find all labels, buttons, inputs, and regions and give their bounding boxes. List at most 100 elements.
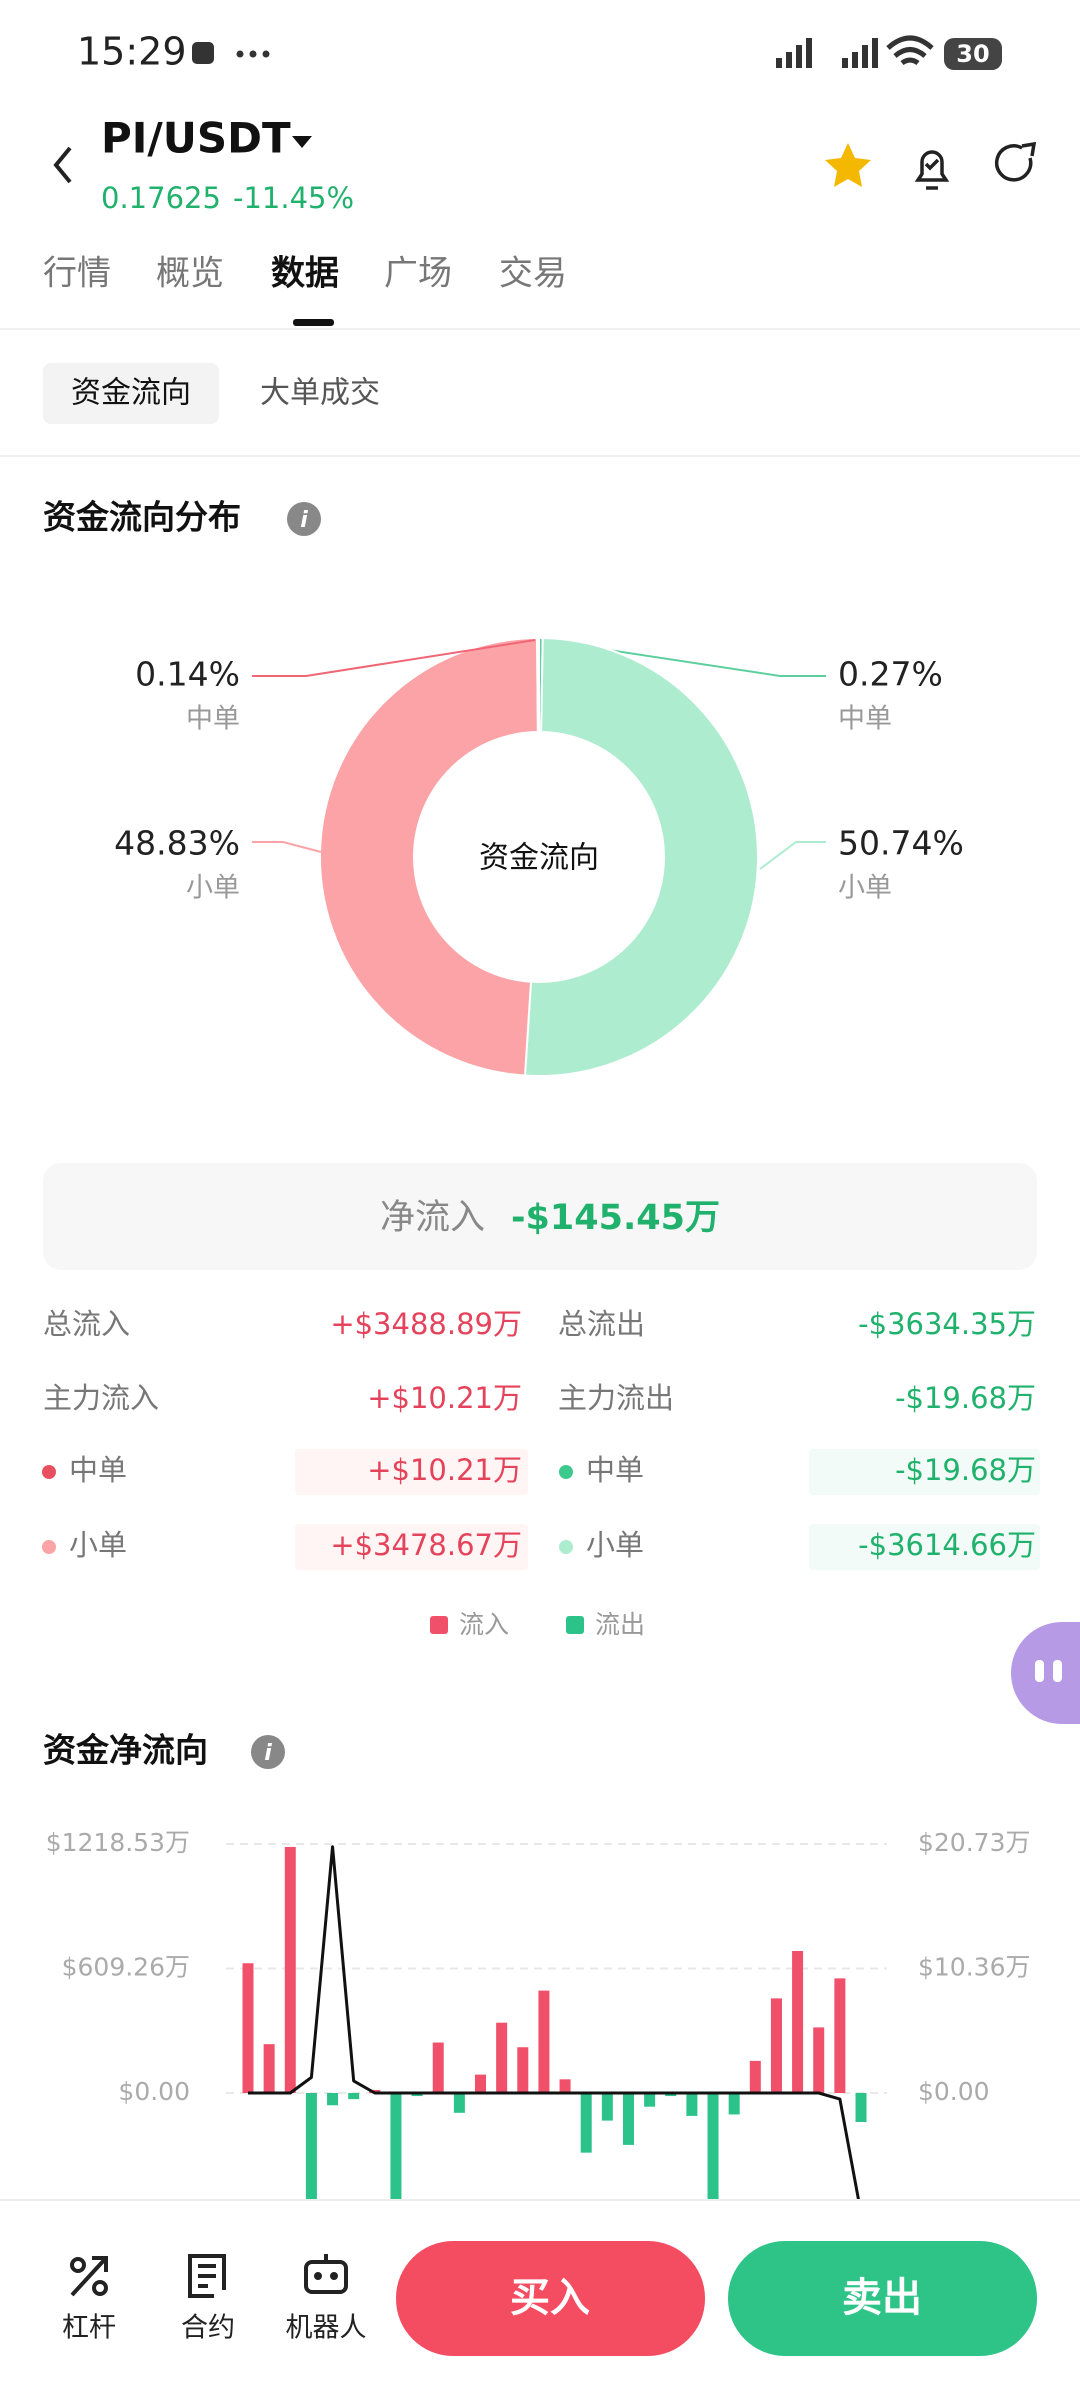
bar	[792, 1950, 804, 2093]
bar	[538, 1990, 550, 2093]
row-label: 小单	[586, 1528, 644, 1562]
bar	[263, 2044, 275, 2093]
net-inflow-value: -$145.45万	[511, 1198, 720, 1238]
bar	[580, 2093, 592, 2153]
leader-line	[542, 639, 826, 677]
battery-level: 30	[956, 40, 989, 68]
bar	[242, 1963, 254, 2093]
contract-icon[interactable]	[188, 2254, 226, 2298]
bar	[834, 1978, 846, 2093]
value-bg	[809, 1449, 1040, 1495]
back-button[interactable]	[53, 146, 72, 184]
row-label: 中单	[69, 1453, 127, 1487]
legend-swatch	[430, 1616, 448, 1634]
nav-label[interactable]: 杠杆	[62, 2313, 116, 2344]
legend-dot	[559, 1465, 573, 1479]
slice-label: 小单	[186, 873, 240, 904]
bar	[348, 2093, 360, 2100]
tab[interactable]: 交易	[499, 254, 567, 294]
pair-dropdown[interactable]	[292, 136, 312, 148]
sub-tab[interactable]: 资金流向	[71, 376, 191, 411]
value-bg	[295, 1524, 528, 1570]
tab-indicator	[293, 319, 334, 326]
status-more	[236, 50, 270, 58]
row-label: 总流出	[558, 1307, 645, 1341]
price-change: -11.45%	[233, 181, 354, 215]
leader-line	[252, 841, 322, 853]
bar	[559, 2079, 571, 2093]
bar	[665, 2093, 677, 2097]
buy-button[interactable]	[396, 2241, 705, 2356]
slice-label: 小单	[838, 873, 892, 904]
leverage-icon[interactable]	[70, 2256, 108, 2297]
bar	[813, 2027, 825, 2093]
alert-bell[interactable]	[914, 150, 950, 190]
donut-slice	[318, 636, 539, 1077]
row-value: +$10.21万	[367, 1381, 522, 1415]
donut-slice	[536, 636, 540, 734]
tab[interactable]: 数据	[271, 254, 339, 294]
info-icon[interactable]: i	[251, 1735, 285, 1769]
bar	[327, 2093, 339, 2106]
section-title: 资金流向分布	[43, 498, 241, 537]
leader-line	[252, 639, 536, 677]
nav-label[interactable]: 机器人	[286, 2313, 367, 2344]
bar	[496, 2022, 508, 2093]
sell-button[interactable]	[728, 2241, 1037, 2356]
pair-name[interactable]: PI/USDT	[101, 114, 291, 163]
bar	[305, 2093, 317, 2200]
nav-label[interactable]: 合约	[181, 2313, 235, 2344]
leader-line	[759, 841, 826, 870]
status-icon	[192, 42, 214, 64]
legend-dot	[42, 1540, 56, 1554]
plot-area	[242, 1845, 867, 2200]
buy-label[interactable]: 买入	[510, 2275, 590, 2321]
info-icon[interactable]: i	[287, 502, 321, 536]
wifi-icon	[886, 35, 934, 66]
row-value: -$19.68万	[895, 1453, 1036, 1487]
slice-value: 0.27%	[838, 655, 943, 694]
share-button[interactable]	[995, 141, 1037, 182]
slice-value: 50.74%	[838, 824, 964, 863]
bar	[855, 2093, 867, 2123]
assistant-bubble[interactable]	[1011, 1622, 1080, 1724]
bar	[475, 2074, 487, 2093]
y2-tick-label: $10.36万	[918, 1953, 1030, 1982]
signal-icons	[776, 38, 878, 68]
battery-icon	[944, 38, 1002, 70]
tab[interactable]: 概览	[156, 254, 224, 294]
y2-tick-label: $0.00	[918, 2077, 990, 2106]
row-value: -$3634.35万	[858, 1307, 1036, 1341]
donut-center-label: 资金流向	[479, 841, 599, 876]
robot-icon[interactable]	[304, 2254, 348, 2294]
bar	[517, 2047, 529, 2093]
bar	[749, 2060, 761, 2093]
legend-dot	[42, 1465, 56, 1479]
bar	[284, 1846, 296, 2093]
bar	[411, 2093, 423, 2097]
tab[interactable]: 广场	[384, 254, 452, 294]
sell-label[interactable]: 卖出	[842, 2275, 922, 2321]
row-value: +$10.21万	[367, 1453, 522, 1487]
legend-dot	[559, 1540, 573, 1554]
sub-tab[interactable]: 大单成交	[260, 376, 380, 411]
section-title: 资金净流向	[43, 1731, 208, 1770]
favorite-star[interactable]	[825, 143, 871, 187]
row-label: 主力流入	[43, 1381, 159, 1415]
bar	[601, 2093, 613, 2121]
bar	[728, 2093, 740, 2115]
row-value: -$3614.66万	[858, 1528, 1036, 1562]
row-label: 小单	[69, 1528, 127, 1562]
svg-text:i: i	[264, 1741, 272, 1766]
net-inflow-box	[43, 1163, 1037, 1270]
sub-tab-bg	[43, 363, 219, 424]
price: 0.17625	[101, 181, 221, 215]
bar	[686, 2093, 698, 2116]
bar	[390, 2093, 402, 2200]
legend-label: 流出	[595, 1610, 645, 1639]
bar	[644, 2093, 656, 2107]
line	[248, 1845, 861, 2200]
tab[interactable]: 行情	[43, 254, 111, 294]
legend-swatch	[566, 1616, 584, 1634]
